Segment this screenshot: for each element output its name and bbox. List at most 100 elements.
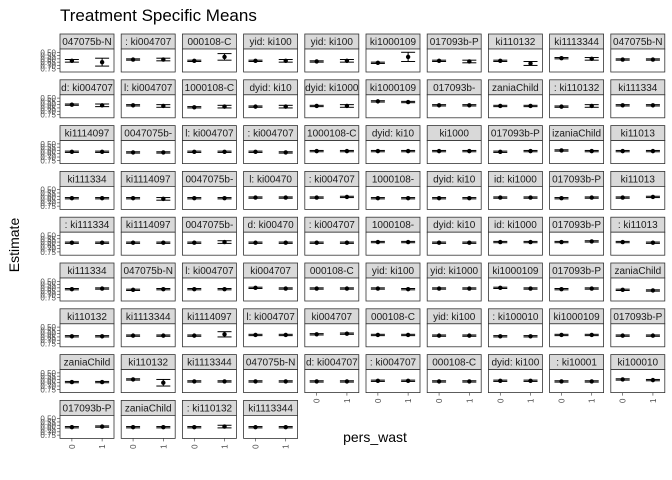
estimate-point (375, 378, 381, 383)
facet-plot-area (181, 277, 237, 302)
y-tick-label: 0.55 (40, 418, 56, 427)
y-tick-label: 0.55 (40, 189, 56, 198)
facet-strip-label: : ki004707 (370, 358, 417, 369)
facet-panel: dyid: ki10 (426, 216, 482, 256)
facet-plot-area (181, 414, 237, 439)
estimate-point (344, 286, 350, 291)
estimate-point (559, 56, 564, 61)
facet-panel: zaniaChild (487, 79, 543, 119)
estimate-point (222, 54, 227, 60)
facet-panel: 1000108-C (304, 125, 360, 165)
estimate-point (344, 58, 350, 64)
estimate-point (283, 195, 288, 200)
estimate-point (405, 378, 411, 383)
facet-strip-label: ki1113344 (126, 312, 171, 323)
estimate-point (192, 58, 197, 64)
facet-strip-label: l: ki004707 (124, 83, 173, 94)
facet-panel: 000108-C 0 1 (426, 354, 482, 403)
facet-panel: dyid: ki10 (243, 79, 299, 119)
y-tick-label: 0.60 (40, 238, 56, 247)
estimate-point (467, 379, 472, 384)
estimate-point (161, 380, 166, 385)
facet-panel: ki1000109 (365, 33, 421, 73)
estimate-point (130, 196, 136, 201)
y-tick-label: 0.60 (40, 101, 56, 110)
facet-plot-area (304, 369, 360, 394)
facet-panel: dyid: ki10 (365, 125, 421, 165)
y-tick-label: 0.65 (40, 196, 56, 205)
facet-plot-area (181, 48, 237, 73)
estimate-point (69, 286, 75, 292)
facet-panel: id: ki1000 (487, 216, 543, 256)
estimate-point (222, 196, 227, 201)
estimate-point (528, 239, 533, 245)
estimate-point (344, 194, 350, 200)
facet-panel: 1000108- (365, 216, 421, 256)
facet-plot-area (426, 369, 482, 394)
facet-plot-area (59, 231, 115, 256)
estimate-point (192, 149, 197, 154)
y-tick-label: 0.60 (40, 55, 56, 64)
facet-panel: ki1000109 (487, 262, 543, 302)
estimate-point (589, 286, 594, 291)
facet-panel: : ki11013 (610, 216, 666, 256)
facet-plot-area (610, 231, 666, 256)
facet-plot-area (549, 94, 604, 119)
facet-panel: : ki004707 0 1 (365, 354, 421, 403)
facet-plot-area (243, 140, 299, 165)
facet-plot-area (549, 231, 604, 256)
facet-panel: ki11013 (610, 170, 666, 210)
facet-panel: 0047075b- (120, 125, 176, 165)
y-tick-label: 0.75 (40, 111, 56, 120)
estimate-point (344, 240, 350, 245)
estimate-point (650, 240, 656, 245)
facet-plot-area (120, 94, 176, 119)
facet-plot-area (610, 323, 666, 348)
facet-panel: dyid: ki10 (426, 170, 482, 210)
estimate-point (130, 377, 136, 382)
facet-panel: ki004707 (304, 308, 360, 348)
facet-plot-area (120, 231, 176, 256)
estimate-point (69, 425, 75, 430)
estimate-point (314, 379, 319, 384)
estimate-point (99, 103, 105, 108)
facet-strip-label: d: ki00470 (248, 220, 295, 231)
y-tick-label: 0.55 (40, 143, 56, 152)
estimate-point (222, 286, 227, 292)
facet-plot-area (426, 185, 482, 210)
facet-plot-area (59, 140, 115, 165)
x-axis-title: pers_wast (343, 429, 407, 445)
estimate-point (192, 286, 197, 292)
facet-strip-label: ki1000109 (492, 266, 539, 277)
estimate-point (130, 287, 136, 293)
facet-plot-area (59, 185, 115, 210)
facet-panel: l: ki004707 (181, 262, 237, 302)
estimate-point (130, 57, 136, 62)
estimate-point (498, 149, 503, 154)
estimate-point (69, 334, 75, 339)
estimate-point (650, 103, 656, 108)
facet-plot-area (487, 277, 543, 302)
estimate-point (589, 148, 594, 154)
y-tick-label: 0.60 (40, 330, 56, 339)
facet-strip-label: dyid: ki1000 (305, 83, 359, 94)
facet-plot-area (59, 48, 115, 73)
facet-panel: ki111334 0.500.550.600.650.700.75 (40, 170, 115, 211)
estimate-point (192, 105, 197, 110)
facet-strip-label: ki1113344 (187, 358, 232, 369)
estimate-point (528, 195, 533, 200)
facet-plot-area (120, 414, 176, 439)
estimate-point (467, 286, 472, 291)
facet-panel: ki110132 (487, 33, 543, 73)
facet-strip-label: ki111334 (618, 83, 658, 94)
y-tick-label: 0.50 (40, 415, 56, 424)
facet-strip-label: 1000108- (372, 220, 414, 231)
estimate-point (69, 196, 75, 201)
facet-plot-area (487, 48, 543, 73)
y-tick-label: 0.75 (40, 248, 56, 257)
facet-panel: yid: ki100 (304, 33, 360, 73)
facet-panel: : ki100010 (487, 308, 543, 348)
facet-strip-label: ki1114097 (126, 174, 171, 185)
facet-strip-label: ki1000109 (370, 37, 417, 48)
facet-strip-label: 000108-C (371, 312, 415, 323)
